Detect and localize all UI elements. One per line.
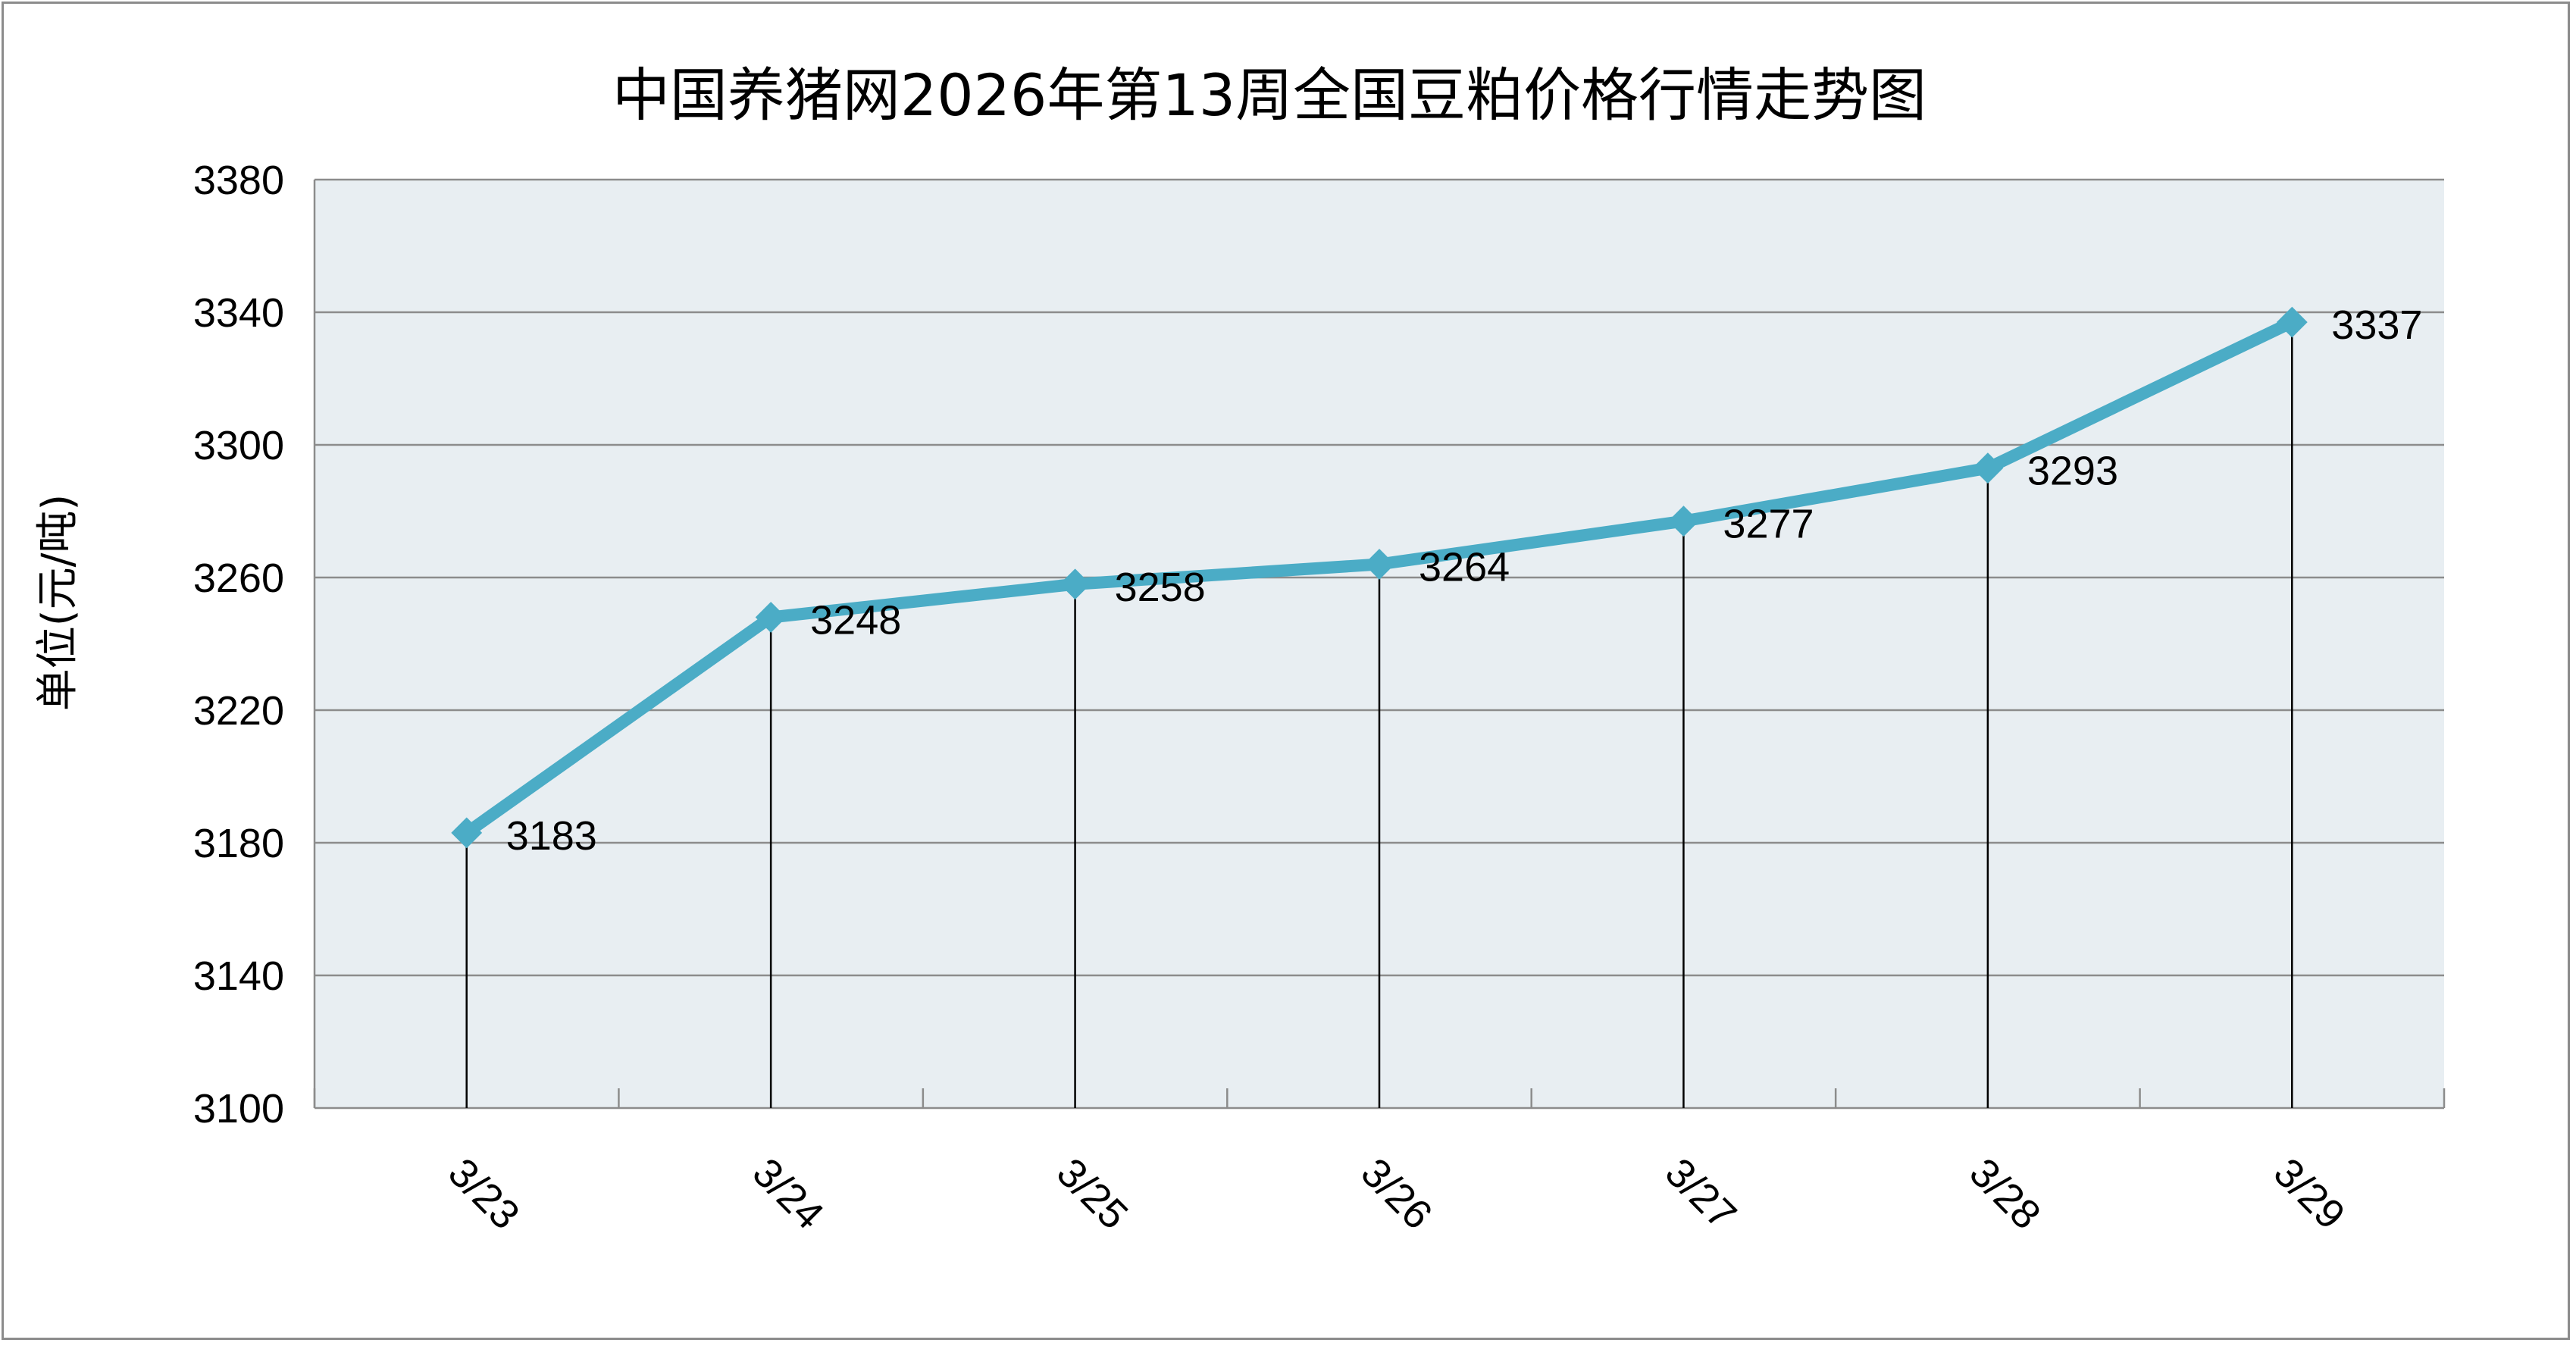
y-tick-label: 3340: [193, 290, 284, 336]
y-axis-label: 单位(元/吨): [33, 494, 83, 712]
y-tick-label: 3180: [193, 821, 284, 866]
x-tick-label: 3/27: [1657, 1150, 1745, 1238]
data-point-marker: [451, 817, 483, 849]
y-tick-label: 3220: [193, 688, 284, 734]
y-tick-label: 3300: [193, 423, 284, 468]
data-point-marker: [1060, 568, 1091, 600]
data-point-marker: [1363, 549, 1395, 580]
x-tick-label: 3/24: [743, 1150, 832, 1238]
y-tick-label: 3380: [193, 158, 284, 203]
data-point-marker: [2276, 306, 2308, 338]
data-point-marker: [1972, 452, 2004, 484]
data-point-marker: [755, 602, 787, 633]
data-label: 3277: [1723, 502, 1814, 547]
y-tick-label: 3260: [193, 556, 284, 601]
data-label: 3264: [1419, 545, 1510, 590]
data-label: 3258: [1115, 565, 1206, 610]
y-tick-label: 3100: [193, 1086, 284, 1132]
chart-title: 中国养猪网2026年第13周全国豆粕价格行情走势图: [612, 61, 1927, 129]
x-tick-label: 3/25: [1048, 1150, 1137, 1238]
plot-area: 3100 3140 3180 3220 3260 3300 3340 3380 3183 3248…: [193, 158, 2446, 1238]
y-tick-label: 3140: [193, 953, 284, 999]
data-point-marker: [1668, 506, 1699, 537]
data-label: 3248: [810, 598, 901, 643]
x-tick-label: 3/23: [440, 1150, 528, 1238]
x-tick-label: 3/29: [2265, 1150, 2354, 1238]
data-label: 3293: [2027, 449, 2118, 494]
x-tick-label: 3/26: [1352, 1150, 1441, 1238]
data-label: 3183: [506, 813, 597, 859]
data-label: 3337: [2331, 302, 2422, 348]
x-tick-label: 3/28: [1961, 1150, 2049, 1238]
